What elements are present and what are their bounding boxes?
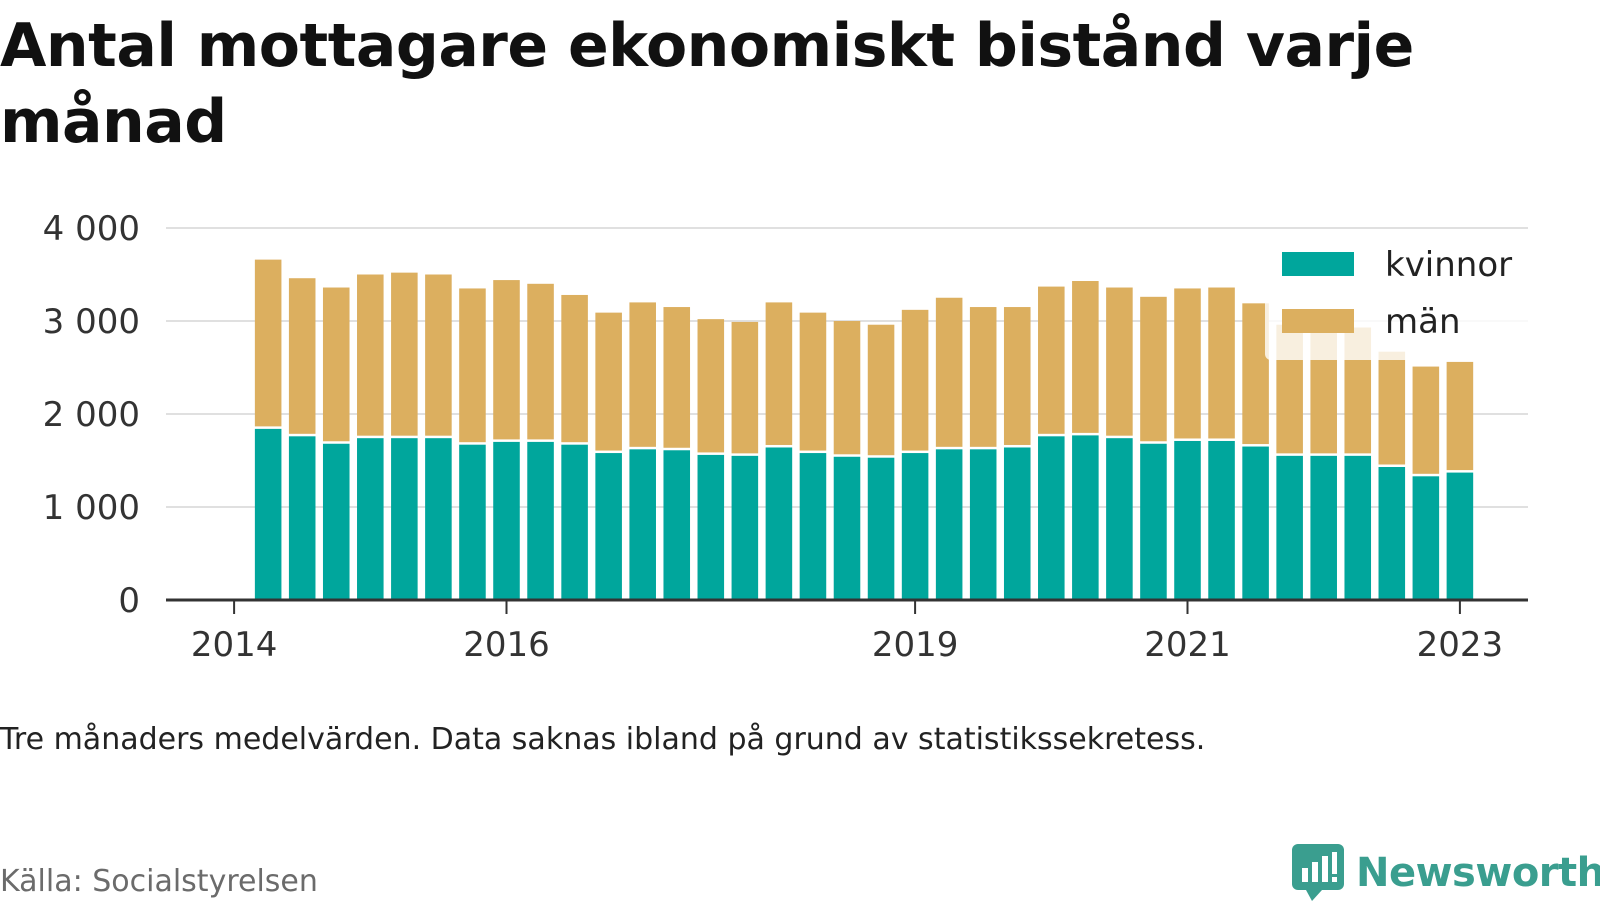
bar-man — [1412, 366, 1440, 474]
bar-man — [493, 280, 520, 440]
x-tick-label: 2016 — [463, 625, 550, 665]
bar-kvinnor — [1412, 476, 1440, 600]
newsworthy-logo-icon — [1292, 844, 1344, 901]
bar-man — [288, 278, 316, 434]
x-tick-label: 2014 — [191, 625, 278, 665]
bar-man — [1174, 288, 1201, 439]
bar-kvinnor — [901, 453, 929, 600]
bar-man — [391, 272, 418, 436]
bar-kvinnor — [1072, 435, 1099, 600]
bar-man — [697, 319, 725, 453]
bar-man — [1003, 307, 1031, 445]
legend: kvinnor män — [1265, 235, 1535, 360]
bar-kvinnor — [1106, 438, 1133, 600]
bar-kvinnor — [288, 436, 316, 600]
bar-man — [901, 309, 929, 451]
y-tick-label: 3 000 — [43, 302, 140, 342]
bar-kvinnor — [493, 441, 520, 600]
bar-kvinnor — [459, 444, 486, 600]
bar-kvinnor — [629, 449, 656, 600]
y-tick-label: 4 000 — [43, 209, 140, 249]
x-tick-label: 2021 — [1144, 625, 1231, 665]
legend-swatch-man — [1282, 309, 1354, 333]
legend-swatch-kvinnor — [1282, 252, 1354, 276]
bar-man — [1038, 286, 1065, 434]
bar-kvinnor — [1140, 443, 1167, 600]
x-tick-label: 2019 — [872, 625, 959, 665]
bar-kvinnor — [1208, 440, 1235, 600]
bar-man — [935, 297, 963, 447]
x-axis: 2014 2016 2019 2021 2023 — [166, 598, 1528, 665]
bar-kvinnor — [425, 438, 452, 600]
bar-kvinnor — [322, 443, 350, 600]
bar-kvinnor — [833, 456, 861, 600]
bar-man — [527, 283, 554, 440]
bar-man — [969, 307, 997, 447]
bar-man — [595, 312, 622, 451]
bar-kvinnor — [663, 450, 691, 600]
bar-man — [254, 259, 282, 427]
bar-man — [799, 312, 827, 451]
bar-man — [425, 274, 452, 436]
bars — [254, 259, 1474, 600]
bar-kvinnor — [1378, 467, 1406, 600]
bar-man — [1072, 281, 1099, 433]
x-tick-label: 2023 — [1417, 625, 1504, 665]
bar-kvinnor — [867, 457, 895, 600]
bar-kvinnor — [595, 453, 622, 600]
bar-man — [867, 324, 895, 456]
bar-man — [1378, 351, 1406, 465]
source-label: Källa: Socialstyrelsen — [0, 864, 318, 899]
bar-kvinnor — [1174, 440, 1201, 600]
bar-man — [833, 321, 861, 455]
bar-kvinnor — [731, 455, 759, 600]
legend-label-kvinnor: kvinnor — [1385, 245, 1512, 285]
newsworthy-logo: Newsworthy — [1292, 844, 1600, 901]
y-tick-label: 0 — [118, 581, 140, 621]
brand-name: Newsworthy — [1356, 850, 1600, 896]
y-tick-label: 2 000 — [43, 395, 140, 435]
bar-kvinnor — [1446, 472, 1474, 600]
bar-kvinnor — [1003, 447, 1031, 600]
bar-man — [765, 302, 793, 445]
bar-kvinnor — [561, 444, 588, 600]
chart-note: Tre månaders medelvärden. Data saknas ib… — [0, 722, 1206, 757]
bar-kvinnor — [254, 428, 282, 600]
y-tick-label: 1 000 — [43, 488, 140, 528]
bar-man — [1140, 296, 1167, 442]
bar-man — [629, 302, 656, 447]
bar-kvinnor — [1310, 455, 1337, 600]
bar-kvinnor — [697, 454, 725, 600]
bar-man — [663, 307, 691, 448]
bar-man — [731, 321, 759, 454]
bar-man — [561, 294, 588, 443]
bar-man — [459, 288, 486, 443]
bar-kvinnor — [1242, 446, 1269, 600]
bar-man — [357, 274, 384, 436]
y-axis-labels: 0 1 000 2 000 3 000 4 000 — [43, 209, 140, 621]
bar-man — [1446, 361, 1474, 471]
bar-kvinnor — [527, 441, 554, 600]
bar-kvinnor — [1038, 436, 1065, 600]
bar-kvinnor — [935, 449, 963, 600]
bar-kvinnor — [969, 449, 997, 600]
bar-kvinnor — [1276, 455, 1303, 600]
chart-title: Antal mottagare ekonomiskt bistånd varje… — [0, 11, 1414, 157]
bar-kvinnor — [391, 438, 418, 600]
bar-kvinnor — [765, 447, 793, 600]
bar-kvinnor — [1344, 455, 1372, 600]
bar-kvinnor — [799, 453, 827, 600]
bar-man — [1208, 287, 1235, 439]
bar-kvinnor — [357, 438, 384, 600]
bar-man — [1106, 287, 1133, 436]
bar-man — [1242, 303, 1269, 445]
bar-man — [322, 287, 350, 442]
legend-label-man: män — [1385, 302, 1461, 342]
